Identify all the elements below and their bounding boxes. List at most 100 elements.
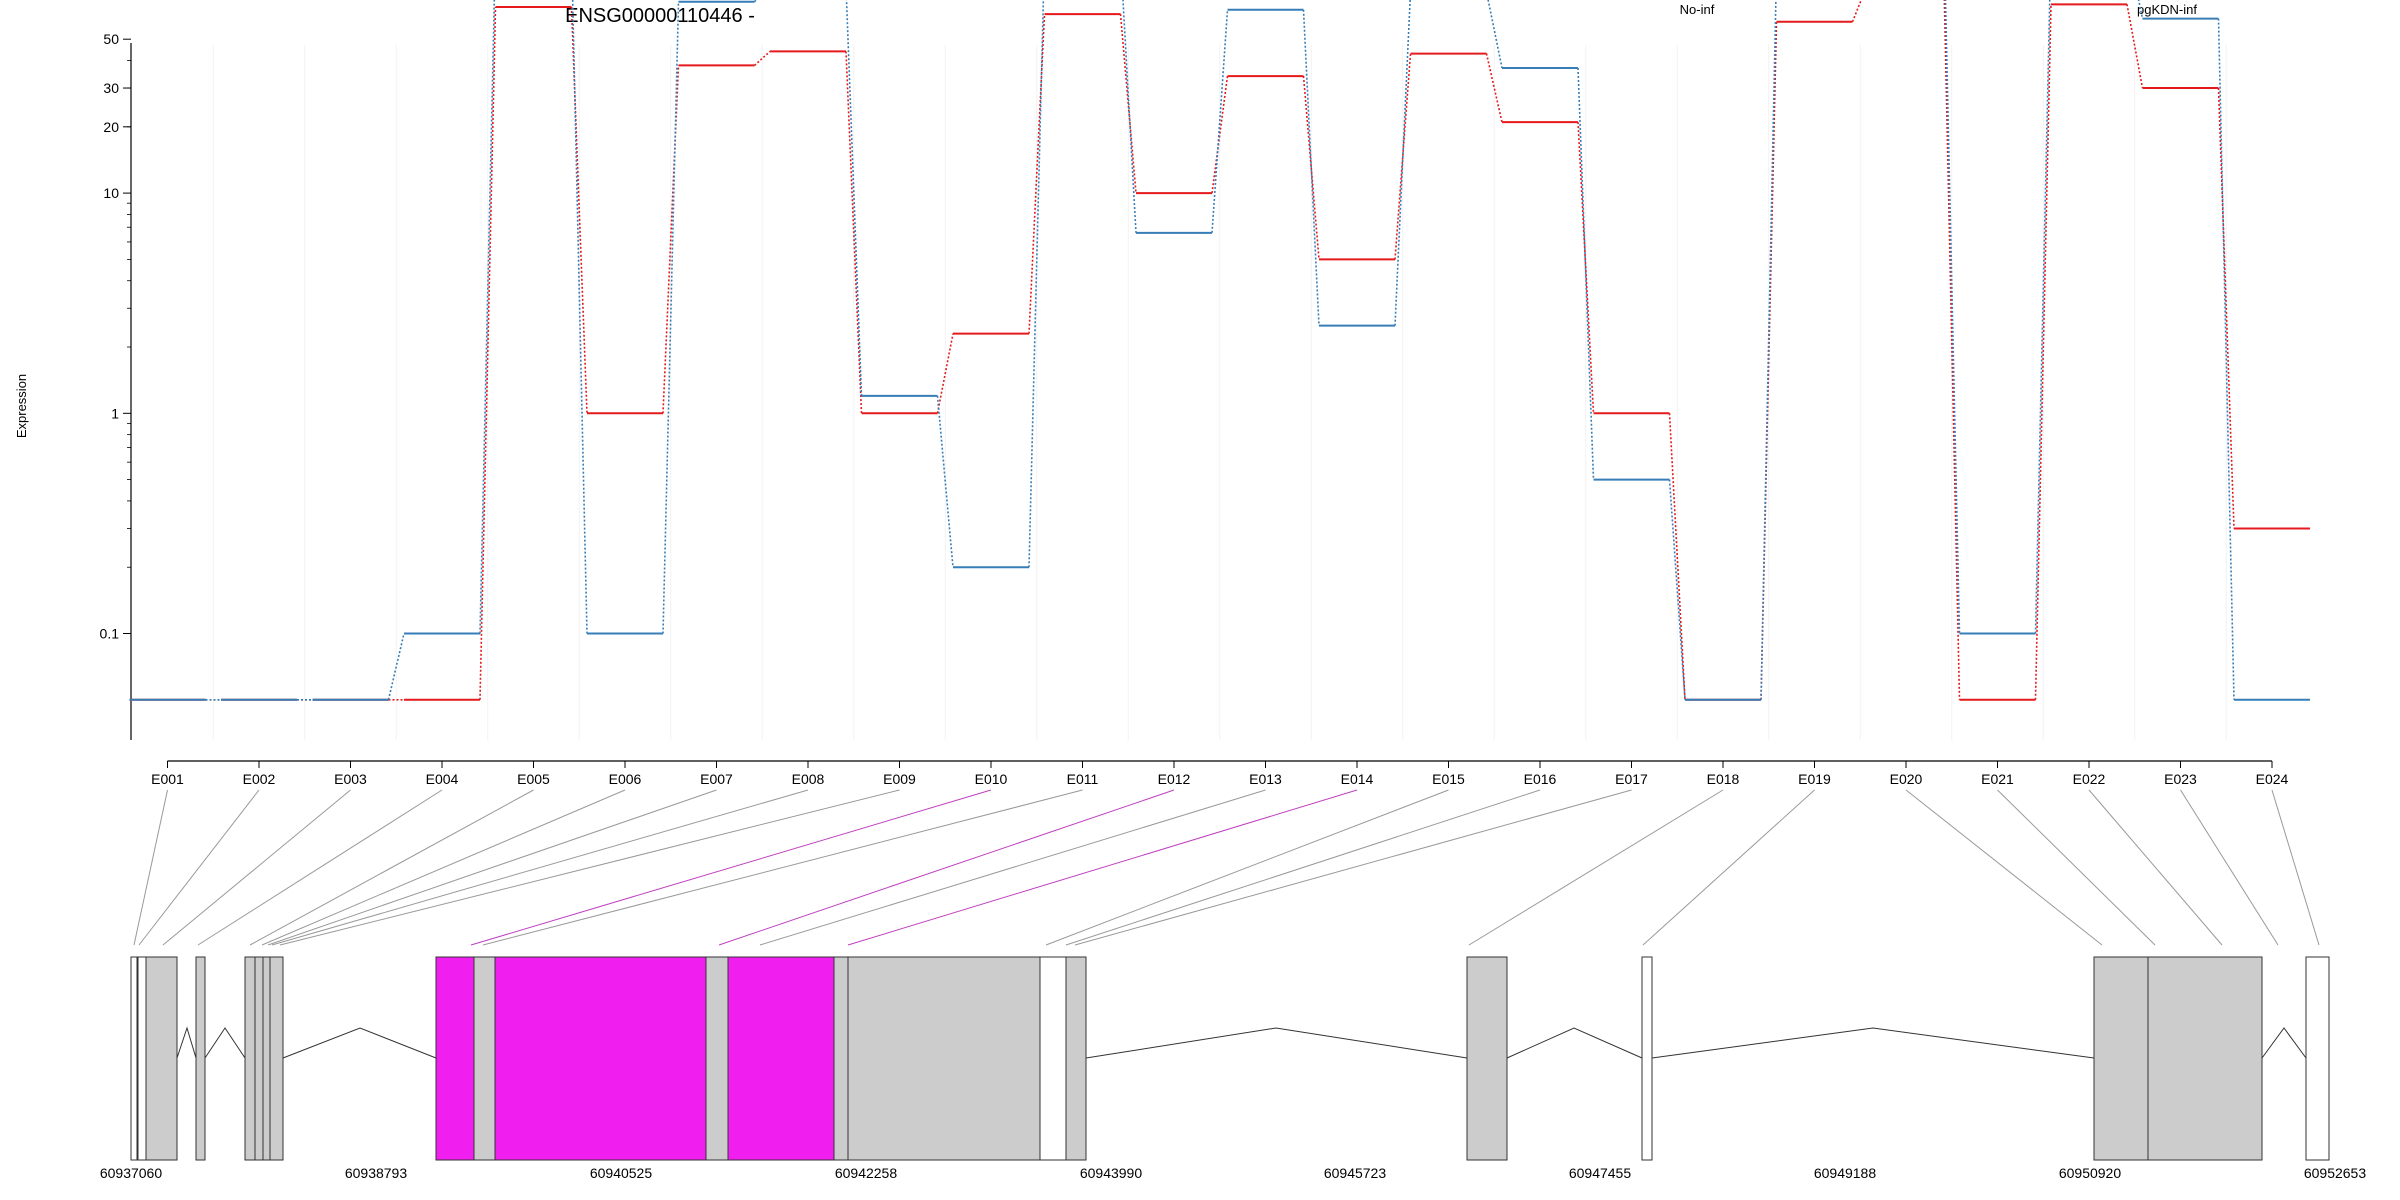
exon-connector-e006 (261, 789, 626, 946)
exon-connector-e023 (2180, 789, 2279, 946)
x-tick-label: E011 (1067, 771, 1099, 787)
exon-box (195, 956, 206, 1161)
exon-box (269, 956, 284, 1161)
exon-connector-e024 (2271, 789, 2320, 946)
genomic-coordinate-label: 60943990 (1080, 1165, 1143, 1181)
exon-connector-e004 (197, 789, 443, 946)
legend-entry-no-inf: No-inf (1680, 2, 1715, 17)
exon-box (2305, 956, 2330, 1161)
x-tick-label: E021 (1981, 771, 2014, 787)
exon-connector-e010 (470, 789, 992, 946)
genomic-coordinate-label: 60940525 (590, 1165, 653, 1181)
intron-line (176, 1026, 197, 1059)
y-tick-label: 50 (103, 31, 119, 47)
exon-box (1039, 956, 1067, 1161)
x-tick-label: E024 (2256, 771, 2289, 787)
y-tick-label: 0.1 (100, 626, 120, 642)
exon-box (2147, 956, 2263, 1161)
x-tick-label: E004 (426, 771, 459, 787)
exon-connector-e022 (2088, 789, 2223, 946)
x-tick-label: E008 (792, 771, 825, 787)
exon-connector-e003 (162, 789, 351, 946)
genomic-coordinate-label: 60949188 (1814, 1165, 1877, 1181)
exon-box (145, 956, 178, 1161)
exon-box (137, 956, 147, 1161)
chart-title: ENSG00000110446 - (565, 5, 755, 27)
exon-box (262, 956, 271, 1161)
exon-connector-lines (133, 789, 2320, 946)
x-tick-label: E022 (2073, 771, 2106, 787)
exon-connector-e020 (1905, 789, 2103, 946)
exon-connector-e005 (249, 789, 534, 946)
exon-box (1466, 956, 1508, 1161)
x-tick-label: E017 (1615, 771, 1648, 787)
x-tick-label: E012 (1158, 771, 1191, 787)
x-tick-label: E007 (700, 771, 733, 787)
exon-connector-e018 (1468, 789, 1724, 946)
exon-connector-e015 (1045, 789, 1449, 946)
genomic-coordinate-label: 60947455 (1569, 1165, 1632, 1181)
x-tick-label: E019 (1798, 771, 1831, 787)
exon-connector-e012 (718, 789, 1175, 946)
y-axis-label: Expression (14, 374, 29, 438)
exon-box (847, 956, 1041, 1161)
exon-connector-e007 (267, 789, 717, 946)
series-1-connector (205, 0, 2235, 701)
genomic-coordinate-label: 60937060 (100, 1165, 163, 1181)
x-tick-label: E013 (1249, 771, 1282, 787)
intron-line (204, 1027, 246, 1059)
exon-connector-e014 (847, 789, 1358, 946)
x-tick-label: E014 (1341, 771, 1374, 787)
exon-box (435, 956, 475, 1161)
exon-box (2093, 956, 2149, 1161)
intron-line (1651, 1027, 2095, 1059)
exon-box (833, 956, 849, 1161)
exon-box (254, 956, 264, 1161)
exon-box (494, 956, 707, 1161)
genomic-coordinate-label: 60942258 (835, 1165, 898, 1181)
x-tick-label: E005 (517, 771, 550, 787)
genomic-coordinate-label: 60952653 (2304, 1165, 2367, 1181)
exon-connector-e021 (1997, 789, 2156, 946)
x-tick-label: E002 (243, 771, 276, 787)
x-tick-label: E018 (1707, 771, 1740, 787)
exon-connector-e019 (1642, 789, 1815, 946)
exon-box (1065, 956, 1087, 1161)
x-tick-label: E023 (2164, 771, 2197, 787)
exon-box (130, 956, 138, 1161)
vertical-gridlines (212, 45, 2227, 740)
y-tick-label: 10 (103, 185, 119, 201)
x-tick-label: E001 (151, 771, 184, 787)
exon-connector-e013 (759, 789, 1266, 946)
intron-line (2261, 1027, 2307, 1059)
x-tick-label: E016 (1524, 771, 1557, 787)
legend-entry-pgkdn-inf: pgKDN-inf (2137, 2, 2197, 17)
genomic-coordinate-label: 60938793 (345, 1165, 408, 1181)
exon-connector-e002 (138, 789, 260, 946)
x-tick-label: E010 (975, 771, 1008, 787)
x-tick-label: E009 (883, 771, 916, 787)
x-tick-label: E020 (1890, 771, 1923, 787)
axes: 0.1110203050100E001E002E003E004E005E006E… (100, 31, 2289, 787)
x-tick-label: E003 (334, 771, 367, 787)
exon-box (244, 956, 256, 1161)
y-tick-label: 1 (111, 405, 119, 421)
x-tick-label: E015 (1432, 771, 1465, 787)
series-lines (129, 0, 2310, 701)
genomic-coordinate-label: 60945723 (1324, 1165, 1387, 1181)
exon-box (727, 956, 835, 1161)
exon-connector-e009 (279, 789, 900, 946)
x-tick-label: E006 (609, 771, 642, 787)
gene-model: 60937060 60938793 60940525 60942258 60943990… (100, 956, 2367, 1181)
exon-connector-e017 (1074, 789, 1632, 946)
exon-connector-e011 (482, 789, 1083, 946)
exon-box (705, 956, 729, 1161)
exon-connector-e016 (1065, 789, 1541, 946)
intron-line (282, 1027, 437, 1059)
intron-line (1085, 1027, 1468, 1059)
exon-box (473, 956, 496, 1161)
y-tick-label: 20 (103, 119, 119, 135)
y-tick-label: 30 (103, 80, 119, 96)
exon-connector-e008 (271, 789, 809, 946)
